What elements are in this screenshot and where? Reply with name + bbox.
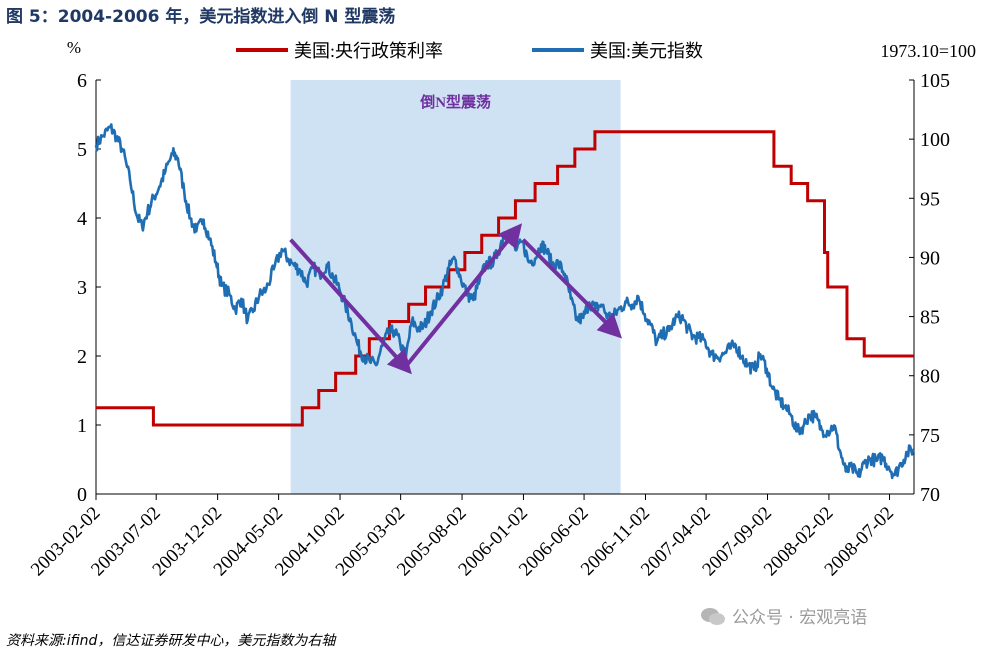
- left-tick-label: 0: [77, 484, 87, 506]
- left-tick-label: 2: [77, 346, 87, 368]
- right-tick-label: 70: [920, 484, 940, 506]
- watermark-text: 公众号 · 宏观亮语: [732, 608, 868, 628]
- left-tick-label: 4: [77, 208, 87, 230]
- left-axis-unit: %: [67, 38, 81, 57]
- watermark: 公众号 · 宏观亮语: [700, 603, 867, 628]
- right-tick-label: 105: [920, 70, 950, 92]
- right-tick-label: 85: [920, 307, 940, 329]
- right-tick-label: 80: [920, 366, 940, 388]
- shaded-period-label: 倒N型震荡: [419, 93, 491, 111]
- source-note: 资料来源:ifind，信达证券研发中心，美元指数为右轴: [6, 633, 336, 649]
- legend-label-policy-rate: 美国:央行政策利率: [294, 41, 443, 61]
- trend-arrows: [289, 223, 623, 375]
- legend-label-dollar-index: 美国:美元指数: [590, 41, 703, 61]
- right-tick-label: 75: [920, 425, 940, 447]
- right-tick-label: 90: [920, 247, 940, 269]
- right-tick-label: 100: [920, 129, 950, 151]
- left-tick-label: 3: [77, 277, 87, 299]
- left-tick-label: 1: [77, 415, 87, 437]
- grid-and-axes: 01234567075808590951001052003-02-022003-…: [27, 70, 950, 580]
- right-tick-label: 95: [920, 188, 940, 210]
- left-tick-label: 5: [77, 139, 87, 161]
- trend-arrow: [289, 238, 412, 375]
- wechat-icon: [701, 608, 725, 625]
- right-axis-unit: 1973.10=100: [880, 41, 976, 61]
- legend: 美国:央行政策利率 美国:美元指数: [236, 41, 703, 61]
- trend-arrow: [406, 223, 523, 366]
- figure-title: 图 5：2004-2006 年，美元指数进入倒 N 型震荡: [6, 7, 396, 27]
- left-tick-label: 6: [77, 70, 87, 92]
- trend-arrow: [521, 238, 623, 339]
- shaded-period: [290, 80, 621, 494]
